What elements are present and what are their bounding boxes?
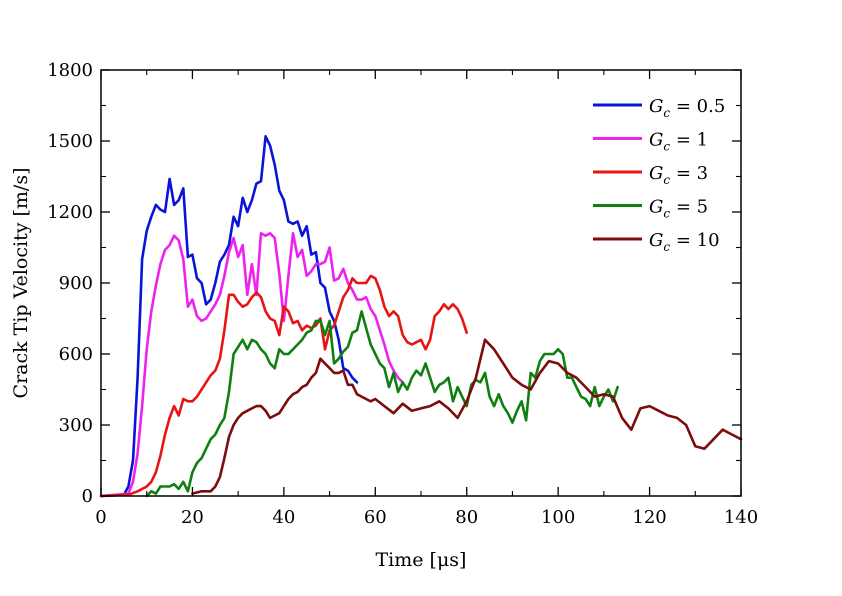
x-tick-label: 140 xyxy=(724,507,758,528)
x-tick-label: 80 xyxy=(455,507,478,528)
y-tick-label: 900 xyxy=(59,273,93,294)
series-line-3 xyxy=(99,274,469,498)
legend-label: Gc = 3 xyxy=(649,163,708,187)
legend-label: Gc = 1 xyxy=(649,130,708,154)
x-tick-label: 0 xyxy=(95,507,106,528)
tick-labels: 0 20 40 60 80 100 120 140 0 300 600 900 1200 1500 1800 xyxy=(47,60,758,528)
y-tick-label: 600 xyxy=(59,344,93,365)
y-tick-label: 1500 xyxy=(47,131,93,152)
series-line-2 xyxy=(99,232,405,498)
series-layer xyxy=(99,135,743,498)
x-tick-label: 100 xyxy=(541,507,575,528)
plot-frame xyxy=(100,69,742,497)
y-tick-label: 0 xyxy=(82,486,93,507)
legend-label: Gc = 0.5 xyxy=(649,96,725,120)
x-tick-label: 60 xyxy=(364,507,387,528)
legend-label: Gc = 10 xyxy=(649,230,720,254)
y-tick-label: 1200 xyxy=(47,202,93,223)
x-tick-label: 20 xyxy=(181,507,204,528)
series-line-5 xyxy=(191,338,743,495)
x-tick-label: 40 xyxy=(272,507,295,528)
series-line-1 xyxy=(99,135,359,498)
x-axis-title: Time [μs] xyxy=(376,549,467,571)
x-tick-label: 120 xyxy=(632,507,666,528)
y-tick-label: 1800 xyxy=(47,60,93,81)
legend-label: Gc = 5 xyxy=(649,197,708,221)
y-axis-title: Crack Tip Velocity [m/s] xyxy=(10,168,32,399)
series-line-4 xyxy=(145,310,619,498)
legend: Gc = 0.5 Gc = 1 Gc = 3 Gc = 5 Gc = 10 xyxy=(593,96,725,254)
ticks-layer xyxy=(100,69,742,497)
y-tick-label: 300 xyxy=(59,415,93,436)
